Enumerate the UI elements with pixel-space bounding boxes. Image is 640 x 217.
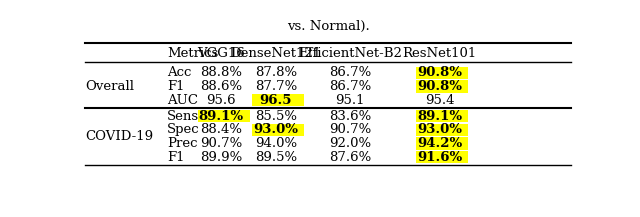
FancyBboxPatch shape (198, 110, 250, 122)
Text: 89.1%: 89.1% (417, 110, 462, 123)
Text: F1: F1 (167, 80, 184, 93)
Text: 83.6%: 83.6% (329, 110, 371, 123)
Text: ResNet101: ResNet101 (403, 47, 477, 60)
Text: 91.6%: 91.6% (417, 151, 462, 164)
Text: 86.7%: 86.7% (329, 80, 371, 93)
Text: 87.7%: 87.7% (255, 80, 297, 93)
Text: 90.8%: 90.8% (417, 66, 462, 79)
Text: 90.7%: 90.7% (200, 137, 243, 150)
Text: AUC: AUC (167, 94, 198, 107)
Text: 93.0%: 93.0% (417, 123, 462, 136)
Text: Metrics: Metrics (167, 47, 218, 60)
Text: Sens: Sens (167, 110, 199, 123)
Text: Spec: Spec (167, 123, 200, 136)
FancyBboxPatch shape (416, 151, 468, 163)
Text: 92.0%: 92.0% (329, 137, 371, 150)
Text: Acc: Acc (167, 66, 191, 79)
FancyBboxPatch shape (416, 138, 468, 150)
Text: 93.0%: 93.0% (253, 123, 298, 136)
FancyBboxPatch shape (416, 124, 468, 136)
Text: F1: F1 (167, 151, 184, 164)
Text: 90.8%: 90.8% (417, 80, 462, 93)
Text: 94.2%: 94.2% (417, 137, 462, 150)
Text: vs. Normal).: vs. Normal). (287, 20, 369, 33)
FancyBboxPatch shape (252, 94, 305, 106)
Text: 88.8%: 88.8% (200, 66, 243, 79)
Text: Prec: Prec (167, 137, 197, 150)
Text: 95.1: 95.1 (335, 94, 365, 107)
Text: 96.5: 96.5 (260, 94, 292, 107)
Text: 86.7%: 86.7% (329, 66, 371, 79)
Text: 87.6%: 87.6% (329, 151, 371, 164)
Text: 94.0%: 94.0% (255, 137, 297, 150)
FancyBboxPatch shape (416, 110, 468, 122)
Text: 95.6: 95.6 (207, 94, 236, 107)
Text: Overall: Overall (85, 80, 134, 93)
Text: 89.1%: 89.1% (199, 110, 244, 123)
Text: 88.4%: 88.4% (200, 123, 243, 136)
Text: 89.5%: 89.5% (255, 151, 297, 164)
FancyBboxPatch shape (252, 124, 305, 136)
Text: COVID-19: COVID-19 (85, 130, 153, 143)
Text: 95.4: 95.4 (425, 94, 454, 107)
Text: 85.5%: 85.5% (255, 110, 297, 123)
Text: EfficientNet-B2: EfficientNet-B2 (298, 47, 403, 60)
Text: 88.6%: 88.6% (200, 80, 243, 93)
FancyBboxPatch shape (416, 81, 468, 93)
Text: VGG16: VGG16 (198, 47, 245, 60)
FancyBboxPatch shape (416, 67, 468, 79)
Text: 89.9%: 89.9% (200, 151, 243, 164)
Text: 87.8%: 87.8% (255, 66, 297, 79)
Text: DenseNet121: DenseNet121 (230, 47, 321, 60)
Text: 90.7%: 90.7% (329, 123, 371, 136)
